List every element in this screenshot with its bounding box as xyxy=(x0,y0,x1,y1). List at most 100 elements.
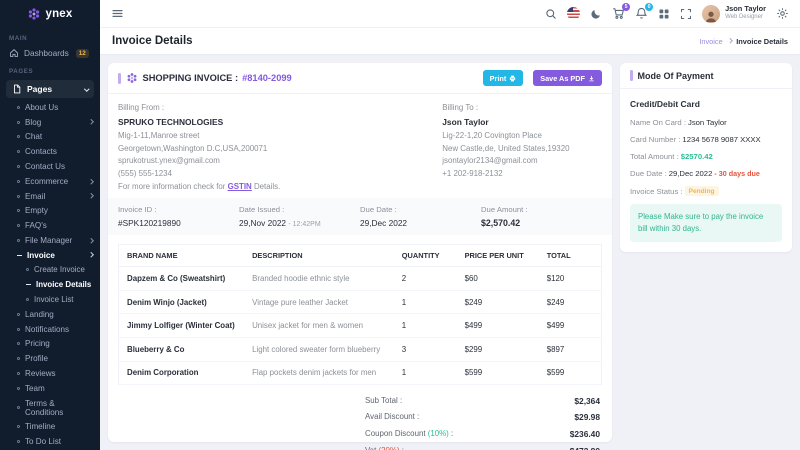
gear-icon[interactable] xyxy=(776,7,789,20)
billing-to-phone: +1 202-918-2132 xyxy=(442,168,503,178)
notifications-bell-icon[interactable]: 0 xyxy=(635,3,654,20)
sidebar-item-label: Profile xyxy=(25,354,48,364)
sidebar-item-invoice[interactable]: Invoice xyxy=(0,248,100,263)
content: SHOPPING INVOICE : #8140-2099 Print Save… xyxy=(100,55,800,450)
sidebar-item-create-invoice[interactable]: Create Invoice xyxy=(0,263,100,278)
user-name: Json Taylor xyxy=(725,4,766,14)
save-as-pdf-button[interactable]: Save As PDF xyxy=(533,70,602,86)
sidebar-item-label: Notifications xyxy=(25,324,70,334)
table-row: Dapzem & Co (Sweatshirt) Branded hoodie … xyxy=(118,266,602,291)
sidebar: ynex MAIN Dashboards 12 PAGES Pages Abou… xyxy=(0,0,100,450)
chevron-right-icon xyxy=(87,237,93,243)
sidebar-item-blog[interactable]: Blog xyxy=(0,115,100,130)
payment-method: Credit/Debit Card xyxy=(630,99,700,109)
sidebar-item-ecommerce[interactable]: Ecommerce xyxy=(0,174,100,189)
sidebar-item-about-us[interactable]: About Us xyxy=(0,100,100,115)
bullet-icon xyxy=(17,342,20,346)
sidebar-item-label: About Us xyxy=(25,102,59,112)
sidebar-item-profile[interactable]: Profile xyxy=(0,351,100,366)
apps-grid-icon[interactable] xyxy=(658,8,670,20)
sidebar-item-team[interactable]: Team xyxy=(0,381,100,396)
sidebar-item-label: Blog xyxy=(25,117,42,127)
sidebar-item-pricing[interactable]: Pricing xyxy=(0,337,100,352)
sidebar-item-landing[interactable]: Landing xyxy=(0,307,100,322)
language-flag-icon[interactable] xyxy=(567,7,581,20)
invoice-number: #8140-2099 xyxy=(242,73,292,83)
bullet-icon xyxy=(17,194,20,198)
brand-logo[interactable]: ynex xyxy=(0,0,100,28)
col-brand-name: BRAND NAME xyxy=(118,244,245,268)
card-number-row: Card Number : 1234 5678 9087 XXXX xyxy=(630,135,761,144)
sidebar-item-label: Invoice List xyxy=(34,295,74,305)
payment-card-body: Credit/Debit Card Name On Card : Json Ta… xyxy=(620,89,792,252)
sidebar-item-to-do-list[interactable]: To Do List xyxy=(0,434,100,449)
print-button[interactable]: Print xyxy=(482,70,524,86)
gstin-link[interactable]: GSTIN xyxy=(227,181,252,191)
page-title: Invoice Details xyxy=(112,35,193,47)
sidebar-item-label: Pricing xyxy=(25,339,50,349)
billing-from: Billing From : SPRUKO TECHNOLOGIES Mig-1… xyxy=(118,103,442,193)
invoice-title-text: SHOPPING INVOICE : xyxy=(142,73,239,83)
sidebar-item-notifications[interactable]: Notifications xyxy=(0,322,100,337)
printer-icon xyxy=(510,75,516,81)
sidebar-item-label: Terms & Conditions xyxy=(25,398,64,417)
sidebar-item-label: Empty xyxy=(25,206,48,216)
sidebar-item-pages[interactable]: Pages xyxy=(6,80,94,98)
fullscreen-icon[interactable] xyxy=(680,8,692,20)
hamburger-menu-icon[interactable] xyxy=(111,7,124,20)
sidebar-item-dashboards[interactable]: Dashboards 12 xyxy=(0,45,100,61)
breadcrumb: Invoice Invoice Details xyxy=(699,37,788,46)
bullet-icon xyxy=(17,165,20,169)
status-badge: Pending xyxy=(684,186,719,196)
sidebar-item-faqs[interactable]: FAQ's xyxy=(0,218,100,233)
sidebar-item-label: Chat xyxy=(25,132,43,142)
gstin-info: For more information check for GSTIN Det… xyxy=(118,181,442,194)
breadcrumb-parent[interactable]: Invoice xyxy=(699,36,723,46)
totals-row-avail-discount: Avail Discount : $29.98 xyxy=(365,412,600,423)
sidebar-item-email[interactable]: Email xyxy=(0,189,100,204)
billing-to-label: Billing To : xyxy=(442,103,479,112)
name-on-card-row: Name On Card : Json Taylor xyxy=(630,118,727,127)
sidebar-item-label: FAQ's xyxy=(25,221,47,231)
sidebar-item-contact-us[interactable]: Contact Us xyxy=(0,159,100,174)
invoice-status-row: Invoice Status : Pending xyxy=(630,186,782,196)
sidebar-item-file-manager[interactable]: File Manager xyxy=(0,233,100,248)
dark-mode-moon-icon[interactable] xyxy=(590,8,602,20)
date-issued-value: 29,Nov 2022 xyxy=(239,218,287,229)
date-issued-block: Date Issued : 29,Nov 2022 - 12:42PM xyxy=(239,205,360,228)
table-row: Denim Corporation Flap pockets denim jac… xyxy=(118,361,602,386)
invoice-card: SHOPPING INVOICE : #8140-2099 Print Save… xyxy=(108,63,612,450)
billing-from-address1: Mig-1-11,Manroe street xyxy=(118,131,200,140)
bullet-icon xyxy=(17,150,20,154)
table-row: Jimmy Lolfiger (Winter Coat) Unisex jack… xyxy=(118,313,602,338)
sidebar-item-chat[interactable]: Chat xyxy=(0,130,100,145)
bullet-icon xyxy=(17,327,20,331)
due-amount-value: $2,570.42 xyxy=(481,218,521,229)
sidebar-item-timeline[interactable]: Timeline xyxy=(0,419,100,434)
sidebar-item-contacts[interactable]: Contacts xyxy=(0,144,100,159)
mode-of-payment-card: Mode Of Payment Credit/Debit Card Name O… xyxy=(620,63,792,253)
cart-icon[interactable]: 5 xyxy=(612,3,631,20)
table-row: Denim Winjo (Jacket) Vintage pure leathe… xyxy=(118,290,602,315)
sidebar-item-invoice-list[interactable]: Invoice List xyxy=(0,292,100,307)
search-icon[interactable] xyxy=(545,8,557,20)
user-profile[interactable]: Json Taylor Web Designer xyxy=(702,4,766,23)
chevron-right-icon xyxy=(87,178,93,184)
avatar xyxy=(702,4,721,23)
file-icon xyxy=(14,84,21,94)
download-icon xyxy=(589,75,594,81)
invoice-id-value: #SPK120219890 xyxy=(118,218,181,229)
sidebar-item-empty[interactable]: Empty xyxy=(0,203,100,218)
sidebar-item-terms-conditions[interactable]: Terms & Conditions xyxy=(0,396,100,420)
sidebar-item-label: Team xyxy=(25,383,45,393)
invoice-meta-row: Invoice ID : #SPK120219890 Date Issued :… xyxy=(108,198,612,236)
accent-bar xyxy=(630,70,633,81)
sidebar-item-label: Invoice Details xyxy=(36,280,92,290)
sidebar-item-reviews[interactable]: Reviews xyxy=(0,366,100,381)
date-issued-time: - 12:42PM xyxy=(288,221,321,229)
breadcrumb-current: Invoice Details xyxy=(736,36,788,46)
billing-to-address1: Lig-22-1,20 Covington Place xyxy=(442,131,542,140)
sidebar-item-invoice-details[interactable]: Invoice Details xyxy=(0,277,100,292)
billing-from-email: sprukotrust.ynex@gmail.com xyxy=(118,156,220,166)
billing-to-address2: New Castle,de, United States,19320 xyxy=(442,143,570,153)
